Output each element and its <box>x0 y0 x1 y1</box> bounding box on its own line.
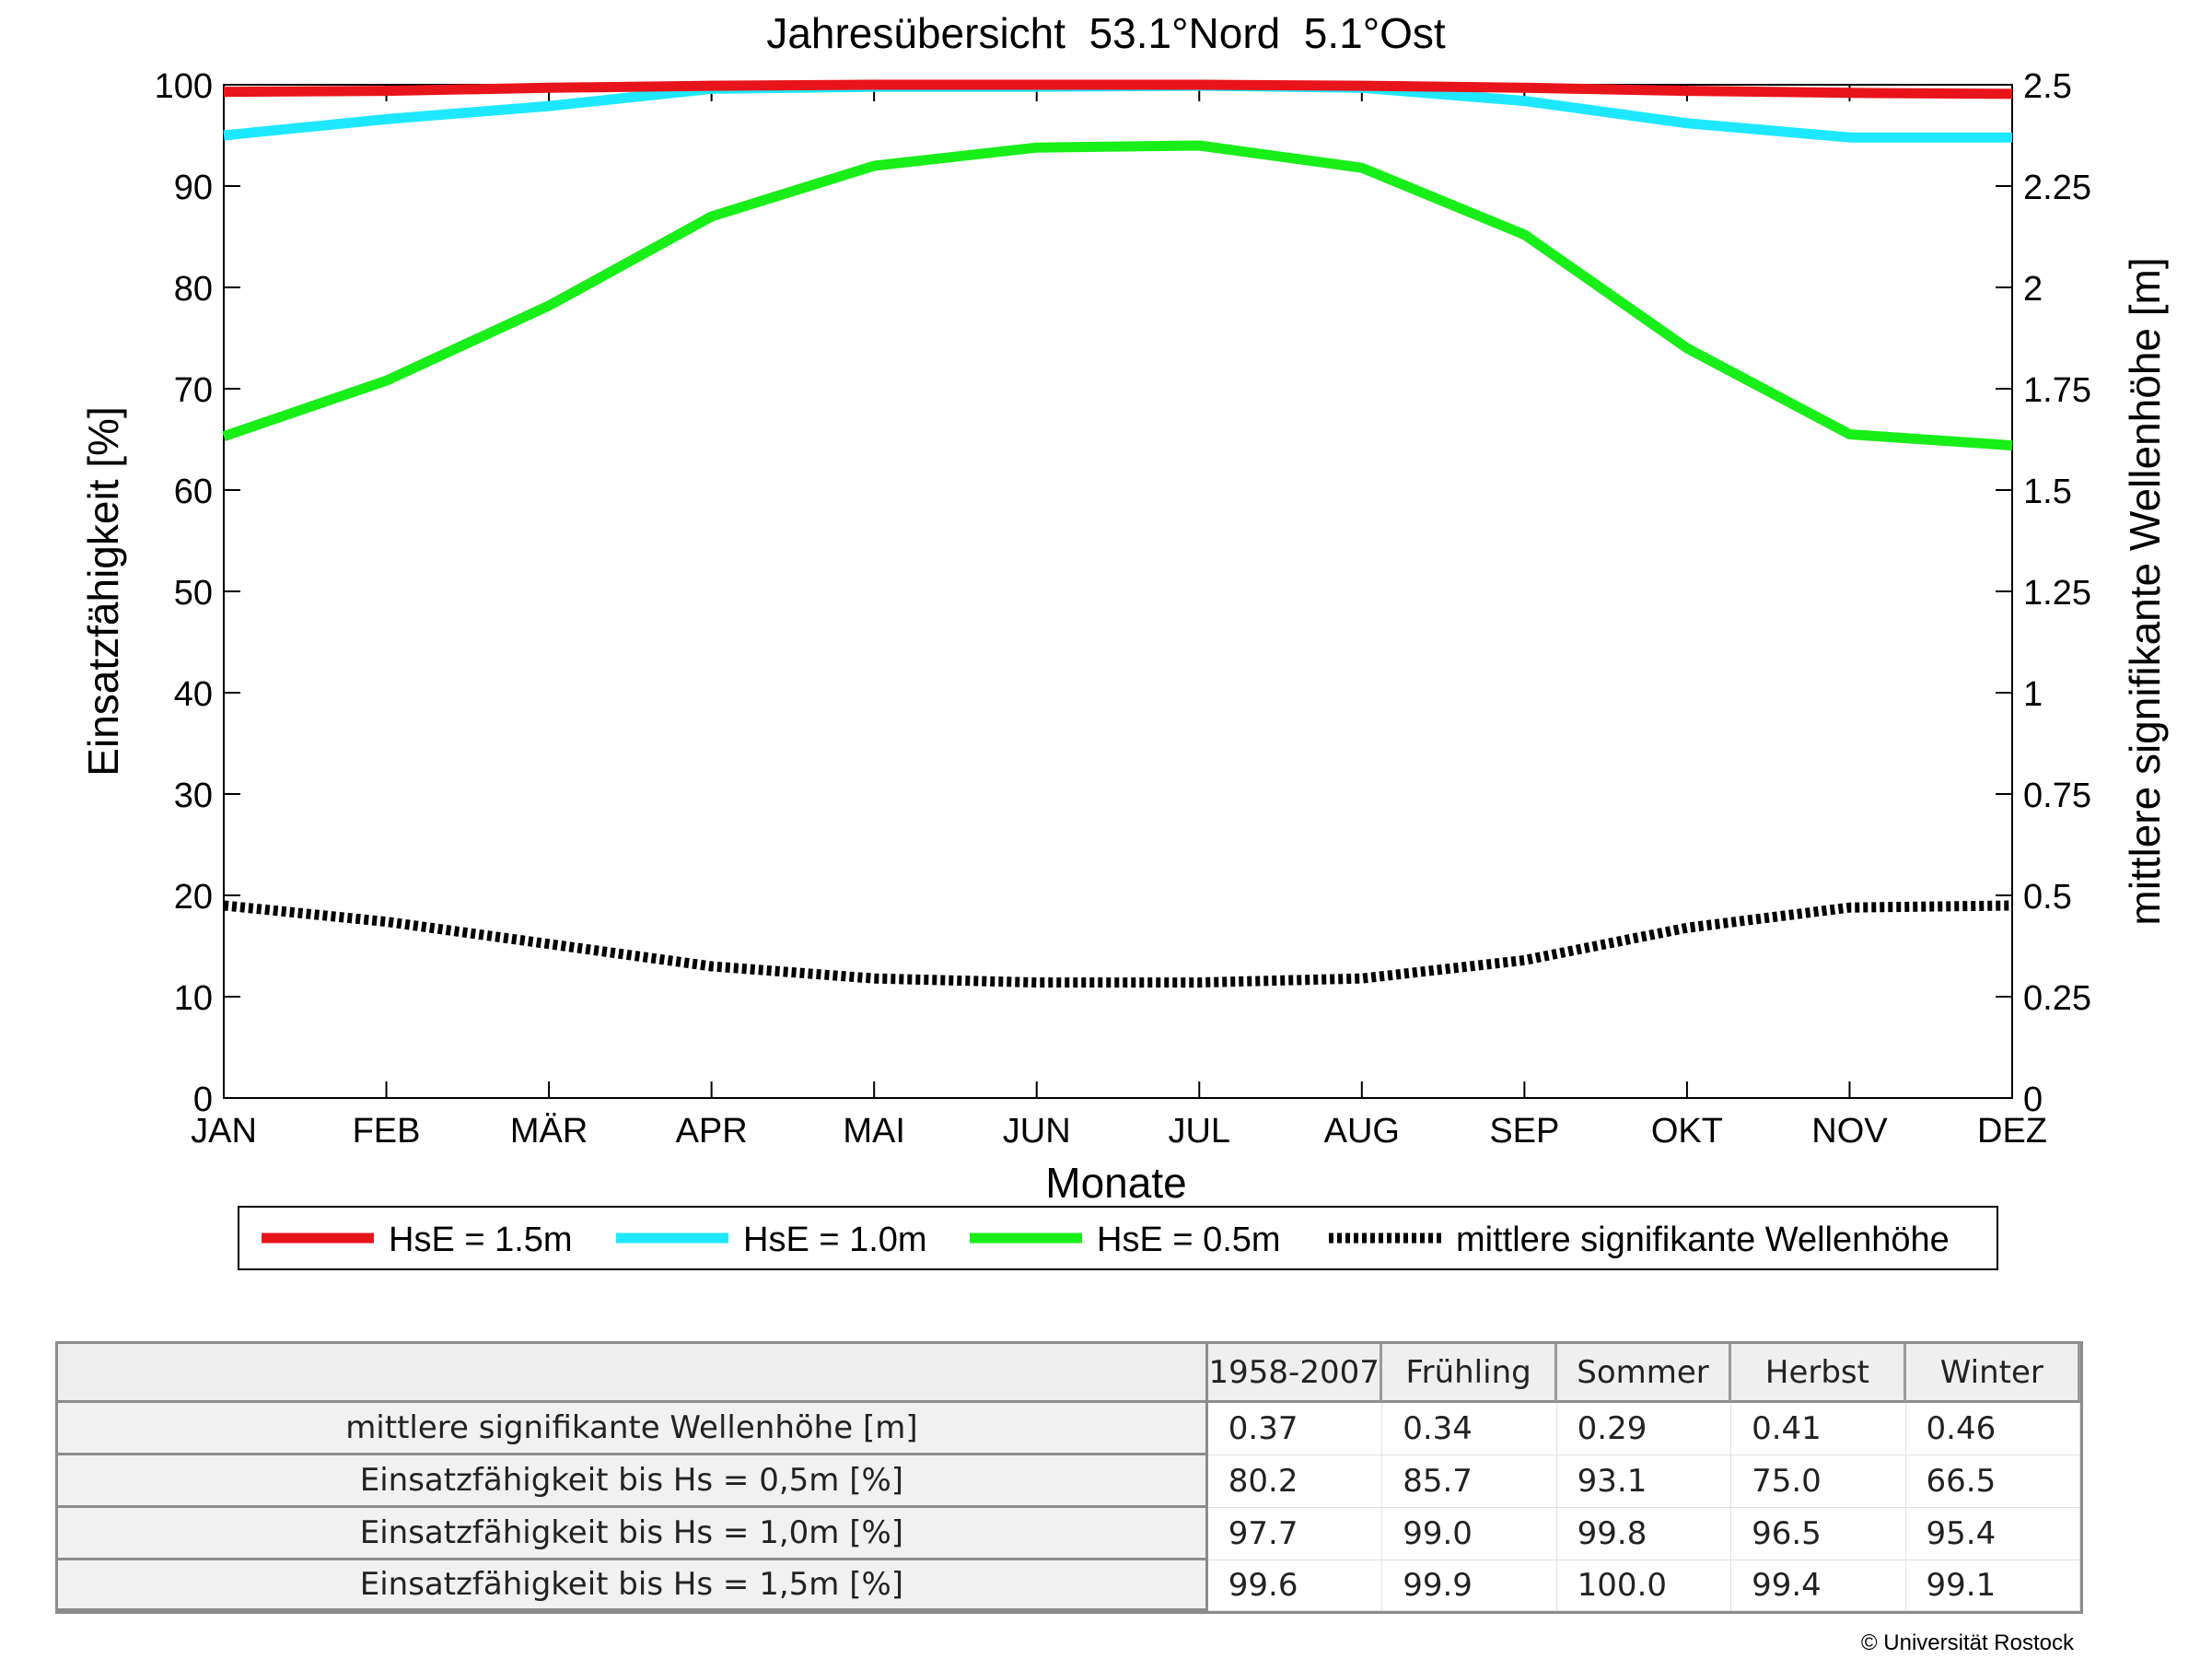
table-cell: 75.0 <box>1731 1455 1906 1508</box>
right-tick-label: 0.75 <box>2023 777 2091 815</box>
left-tick-label: 90 <box>174 169 213 207</box>
legend-label: HsE = 0.5m <box>1097 1221 1281 1259</box>
table-row-label: Einsatzfähigkeit bis Hs = 0,5m [%] <box>58 1455 1208 1508</box>
table-row: Einsatzfähigkeit bis Hs = 1,5m [%] 99.6 … <box>58 1560 2080 1611</box>
plot-area <box>223 84 2013 1099</box>
table-cell: 85.7 <box>1382 1455 1557 1508</box>
table-row-label: mittlere signifikante Wellenhöhe [m] <box>58 1403 1208 1455</box>
legend-label: mittlere signifikante Wellenhöhe <box>1456 1221 1950 1259</box>
table-row: mittlere signifikante Wellenhöhe [m] 0.3… <box>58 1403 2080 1455</box>
left-tick-label: 10 <box>174 979 213 1018</box>
x-tick-label: FEB <box>353 1112 421 1151</box>
right-tick-label: 0 <box>2023 1081 2043 1119</box>
right-tick-label: 2 <box>2023 270 2043 309</box>
y-axis-label-left: Einsatzfähigkeit [%] <box>79 406 127 776</box>
table-header-cell: 1958-2007 <box>1208 1344 1383 1403</box>
table-corner-cell <box>58 1344 1208 1403</box>
table-cell: 99.0 <box>1382 1508 1557 1560</box>
left-tick-label: 0 <box>193 1081 213 1119</box>
table-cell: 99.8 <box>1556 1508 1732 1560</box>
y-axis-label-right: mittlere signifikante Wellenhöhe [m] <box>2121 257 2169 925</box>
table-row: Einsatzfähigkeit bis Hs = 0,5m [%] 80.2 … <box>58 1455 2080 1508</box>
table-cell: 0.46 <box>1905 1403 2080 1455</box>
table-cell: 95.4 <box>1905 1508 2080 1560</box>
x-tick-label: MÄR <box>510 1112 588 1151</box>
table-cell: 0.41 <box>1731 1403 1906 1455</box>
table-row-label: Einsatzfähigkeit bis Hs = 1,5m [%] <box>58 1560 1208 1611</box>
x-tick-label: JAN <box>191 1112 257 1151</box>
right-axis-ticks: 0 0.25 0.5 0.75 1 1.25 1.5 1.75 2 2.25 2.5 <box>1996 67 2091 1119</box>
table-cell: 97.7 <box>1207 1508 1383 1560</box>
table-header-row: 1958-2007 Frühling Sommer Herbst Winter <box>58 1344 2081 1403</box>
table-header-cell: Frühling <box>1382 1344 1557 1403</box>
right-tick-label: 0.25 <box>2023 979 2091 1018</box>
legend-label: HsE = 1.5m <box>389 1221 573 1259</box>
series-lines <box>222 79 2013 988</box>
right-tick-label: 0.5 <box>2023 878 2072 917</box>
left-tick-label: 20 <box>174 878 213 917</box>
left-tick-label: 100 <box>155 67 213 106</box>
x-tick-label: APR <box>676 1112 748 1151</box>
table-header-cell: Winter <box>1905 1344 2081 1403</box>
right-tick-label: 2.25 <box>2023 169 2091 207</box>
chart-title: Jahresübersicht 53.1°Nord 5.1°Ost <box>766 9 1446 57</box>
table-cell: 99.1 <box>1905 1560 2080 1611</box>
left-tick-label: 70 <box>174 371 213 410</box>
x-tick-label: JUL <box>1168 1112 1230 1151</box>
table-cell: 0.29 <box>1556 1403 1732 1455</box>
series-line-3 <box>222 140 2013 451</box>
x-axis-label: Monate <box>1045 1159 1186 1207</box>
table-row-label: Einsatzfähigkeit bis Hs = 1,0m [%] <box>58 1508 1208 1560</box>
chart: Jahresübersicht 53.1°Nord 5.1°Ost 010203… <box>79 9 2169 1270</box>
table-cell: 100.0 <box>1556 1560 1732 1611</box>
legend: HsE = 1.5m HsE = 1.0m HsE = 0.5m mittlere s… <box>238 1206 1998 1270</box>
table-cell: 0.37 <box>1207 1403 1383 1455</box>
x-tick-label: JUN <box>1003 1112 1071 1151</box>
copyright-credit: © Universität Rostock <box>1860 1630 2074 1655</box>
table-cell: 99.4 <box>1731 1560 1906 1611</box>
series-line-4 <box>223 900 2013 988</box>
table-cell: 93.1 <box>1556 1455 1732 1508</box>
x-tick-label: AUG <box>1324 1112 1400 1151</box>
left-axis-ticks: 0 10 20 30 40 50 60 70 80 90 100 <box>155 67 240 1119</box>
right-tick-label: 1.25 <box>2023 574 2091 613</box>
legend-label: HsE = 1.0m <box>743 1221 927 1259</box>
right-tick-label: 1 <box>2023 675 2043 714</box>
table-cell: 99.6 <box>1207 1560 1383 1611</box>
table-cell: 66.5 <box>1905 1455 2080 1508</box>
x-tick-label: SEP <box>1489 1112 1559 1151</box>
left-tick-label: 50 <box>174 574 213 613</box>
right-tick-label: 2.5 <box>2023 67 2072 106</box>
x-tick-label: DEZ <box>1977 1112 2047 1151</box>
left-tick-label: 40 <box>174 675 213 714</box>
left-tick-label: 60 <box>174 473 213 511</box>
right-tick-label: 1.5 <box>2023 473 2072 511</box>
table-row: Einsatzfähigkeit bis Hs = 1,0m [%] 97.7 … <box>58 1508 2080 1560</box>
left-tick-label: 80 <box>174 270 213 309</box>
table-header-cell: Sommer <box>1556 1344 1732 1403</box>
table-cell: 96.5 <box>1731 1508 1906 1560</box>
x-axis-ticks: JAN FEB MÄR APR MAI JUN JUL AUG SEP OKT NOV DEZ <box>191 85 2047 1151</box>
x-tick-label: OKT <box>1651 1112 1723 1151</box>
right-tick-label: 1.75 <box>2023 371 2091 410</box>
table-cell: 80.2 <box>1207 1455 1383 1508</box>
series-line-1 <box>223 79 2013 99</box>
legend-box <box>238 1206 1998 1270</box>
table-cell: 99.9 <box>1382 1560 1557 1611</box>
statistics-table: 1958-2007 Frühling Sommer Herbst Winter … <box>55 1341 2083 1614</box>
table-header-cell: Herbst <box>1731 1344 1906 1403</box>
left-tick-label: 30 <box>174 777 213 815</box>
table-cell: 0.34 <box>1382 1403 1557 1455</box>
x-tick-label: NOV <box>1811 1112 1888 1151</box>
x-tick-label: MAI <box>843 1112 905 1151</box>
